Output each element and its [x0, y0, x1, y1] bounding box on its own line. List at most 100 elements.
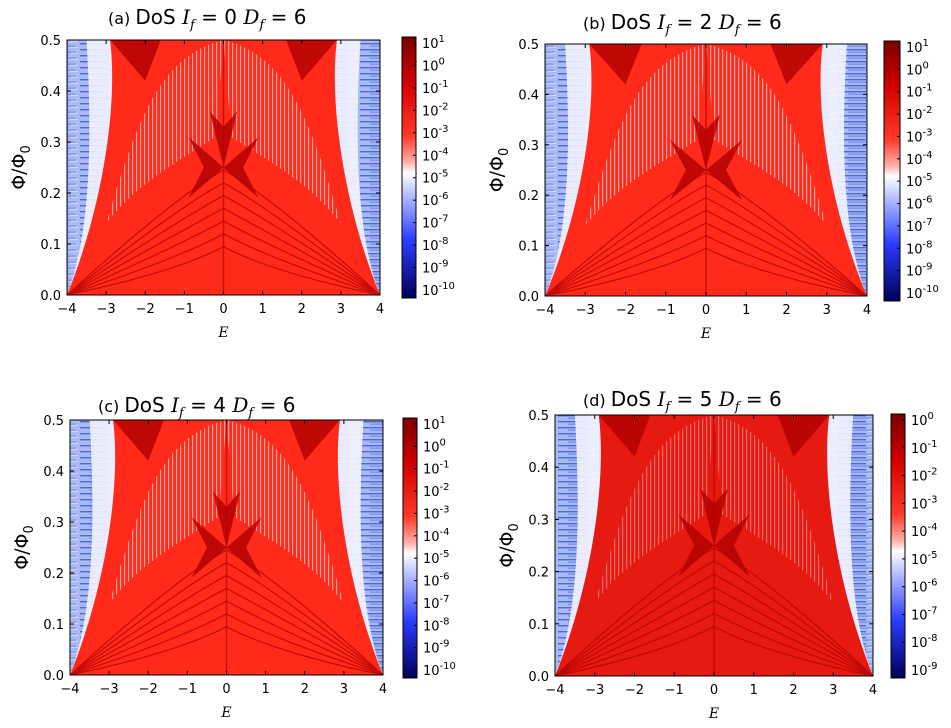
colorbar-tick-label: 10-7 [906, 217, 933, 235]
colorbar-tick-label: 10-1 [422, 79, 449, 97]
y-tick-label: 0.3 [528, 513, 549, 528]
colorbar-tick-label: 10-7 [911, 605, 938, 623]
x-tick-label: −1 [656, 303, 675, 318]
colorbar-tick-label: 10-3 [423, 504, 450, 522]
colorbar-tick-label: 10-2 [911, 467, 938, 485]
y-tick-label: 0.1 [518, 240, 539, 255]
x-tick-label: −4 [545, 683, 564, 698]
y-tick-label: 0.1 [43, 618, 64, 633]
colorbar-tick-label: 10-9 [422, 259, 449, 277]
y-tick-label: 0.3 [43, 516, 64, 531]
panel-d: −4 −3 −2 −1 0 1 2 3 4 0.0 0.1 0.2 0.3 0.4 0.5 E Φ/Φ0 (d) … [478, 378, 951, 728]
colorbar-tick-label: 10-4 [906, 150, 933, 168]
x-tick-label: 3 [823, 303, 831, 318]
x-tick-label: 0 [710, 683, 718, 698]
x-tick-label: 4 [376, 302, 384, 317]
y-tick-label: 0.2 [43, 567, 64, 582]
panel-svg: −4 −3 −2 −1 0 1 2 3 4 0.0 0.1 0.2 0.3 0.4 0.5 E Φ/Φ0 (c) … [11, 393, 456, 721]
x-tick-label: −3 [100, 682, 119, 697]
colorbar-tick-label: 10-2 [422, 101, 449, 119]
x-tick-label: −1 [175, 302, 194, 317]
panel-title: (b) DoS If = 2 Df = 6 [583, 10, 782, 38]
panel-c: −4 −3 −2 −1 0 1 2 3 4 0.0 0.1 0.2 0.3 0.4 0.5 E Φ/Φ0 (c) … [0, 378, 473, 728]
y-tick-label: 0.0 [518, 290, 539, 305]
x-axis-label: E [700, 326, 711, 342]
heatmap-image [545, 44, 867, 296]
colorbar [890, 413, 906, 679]
y-tick-label: 0.0 [43, 669, 64, 684]
heatmap-image [67, 40, 380, 295]
panel-svg: −4 −3 −2 −1 0 1 2 3 4 0.0 0.1 0.2 0.3 0.4 0.5 E Φ/Φ0 (b) … [486, 10, 939, 342]
colorbar-tick-label: 10-4 [911, 522, 938, 540]
colorbar-tick-label: 10-6 [906, 195, 933, 213]
y-tick-label: 0.1 [528, 618, 549, 633]
colorbar-tick-label: 10-1 [911, 439, 938, 457]
colorbar-tick-label: 10-3 [906, 127, 933, 145]
x-tick-label: −2 [625, 683, 644, 698]
panel-title: (c) DoS If = 4 Df = 6 [98, 393, 295, 421]
colorbar-tick-label: 10-5 [423, 549, 450, 567]
panel-a: −4 −3 −2 −1 0 1 2 3 4 0.0 0.1 0.2 0.3 0.4 0.5 E Φ/Φ0 (a) … [0, 0, 473, 350]
colorbar-tick-label: 10-4 [422, 146, 449, 164]
colorbar-tick-label: 101 [906, 38, 929, 56]
colorbar-tick-label: 10-5 [911, 550, 938, 568]
x-tick-label: −1 [178, 682, 197, 697]
colorbar-tick-label: 10-6 [911, 578, 938, 596]
y-tick-label: 0.5 [528, 409, 549, 424]
colorbar-tick-label: 10-8 [911, 633, 938, 651]
colorbar-tick-label: 10-1 [906, 83, 933, 101]
x-tick-label: −1 [665, 683, 684, 698]
x-axis-label: E [220, 705, 231, 721]
y-tick-label: 0.5 [518, 38, 539, 53]
colorbar-tick-label: 101 [422, 34, 445, 52]
x-tick-label: 4 [869, 683, 877, 698]
x-tick-label: −2 [136, 302, 155, 317]
colorbar-tick-label: 10-5 [906, 172, 933, 190]
y-tick-label: 0.2 [528, 566, 549, 581]
y-tick-label: 0.3 [40, 136, 61, 151]
colorbar [401, 36, 417, 299]
y-tick-label: 0.4 [518, 88, 539, 103]
x-tick-label: 2 [298, 302, 306, 317]
x-tick-label: 2 [782, 303, 790, 318]
colorbar-tick-label: 10-8 [423, 616, 450, 634]
colorbar-tick-label: 10-6 [423, 572, 450, 590]
colorbar-tick-label: 10-9 [423, 639, 450, 657]
colorbar-tick-label: 10-6 [422, 191, 449, 209]
colorbar-tick-label: 10-2 [906, 105, 933, 123]
y-tick-label: 0.5 [43, 414, 64, 429]
colorbar [883, 40, 901, 302]
x-tick-label: 0 [702, 303, 710, 318]
colorbar-tick-label: 10-1 [423, 460, 450, 478]
y-tick-label: 0.0 [40, 289, 61, 304]
colorbar-tick-label: 10-10 [422, 281, 455, 299]
colorbar-tick-label: 10-8 [422, 236, 449, 254]
x-tick-label: 0 [222, 682, 230, 697]
colorbar-tick-label: 100 [911, 411, 934, 429]
x-tick-label: 3 [829, 683, 837, 698]
x-tick-label: 2 [301, 682, 309, 697]
colorbar-tick-label: 10-4 [423, 527, 450, 545]
panel-title: (a) DoS If = 0 Df = 6 [108, 5, 306, 33]
x-tick-label: 1 [750, 683, 758, 698]
colorbar-tick-label: 10-8 [906, 239, 933, 257]
y-axis-label: Φ/Φ0 [496, 523, 522, 568]
x-tick-label: 1 [261, 682, 269, 697]
y-axis-label: Φ/Φ0 [486, 148, 512, 193]
colorbar-tick-label: 10-7 [422, 214, 449, 232]
x-tick-label: −4 [535, 303, 554, 318]
y-axis-label: Φ/Φ0 [11, 525, 37, 570]
colorbar-tick-label: 10-3 [422, 124, 449, 142]
x-tick-label: 3 [337, 302, 345, 317]
heatmap-image [70, 420, 383, 675]
colorbar-tick-label: 100 [906, 60, 929, 78]
x-tick-label: 2 [789, 683, 797, 698]
y-tick-label: 0.5 [40, 34, 61, 49]
colorbar-tick-label: 101 [423, 415, 446, 433]
colorbar-tick-label: 100 [423, 437, 446, 455]
x-tick-label: 1 [258, 302, 266, 317]
x-tick-label: −4 [60, 682, 79, 697]
y-tick-label: 0.0 [528, 670, 549, 685]
colorbar-tick-label: 10-10 [423, 661, 456, 679]
colorbar-tick-label: 10-3 [911, 494, 938, 512]
